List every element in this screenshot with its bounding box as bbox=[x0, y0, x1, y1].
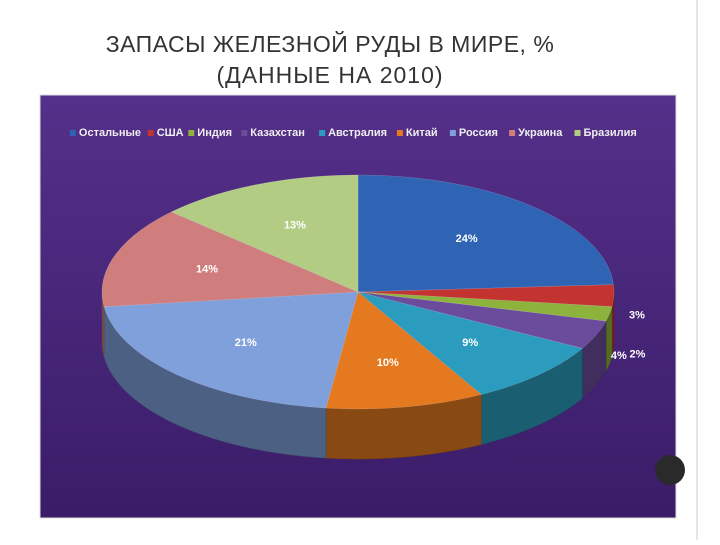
data-label: 4% bbox=[611, 350, 627, 362]
legend-label: Китай bbox=[406, 127, 438, 139]
slice bbox=[357, 291, 613, 322]
legend-label: Россия bbox=[459, 127, 498, 139]
plot: Остальные США Индия Казахстан Австралия Китай… bbox=[69, 127, 646, 460]
legend-swatch bbox=[188, 130, 195, 136]
slice-side bbox=[101, 291, 105, 357]
legend-label: США bbox=[157, 127, 184, 139]
slice bbox=[325, 291, 482, 410]
legend-label: Бразилия bbox=[584, 127, 637, 139]
slice bbox=[357, 284, 615, 307]
legend-swatch bbox=[147, 130, 154, 136]
slice bbox=[170, 174, 359, 293]
data-label: 9% bbox=[462, 337, 478, 349]
slide-decoration bbox=[655, 455, 685, 485]
legend-swatch bbox=[449, 130, 456, 136]
data-label: 10% bbox=[377, 357, 399, 369]
data-label: 14% bbox=[196, 263, 218, 275]
chart-subtitle: (ДАННЫЕ НА 2010) bbox=[216, 62, 443, 88]
legend-swatch bbox=[396, 130, 403, 136]
legend-label: Казахстан bbox=[250, 127, 305, 139]
legend-swatch bbox=[241, 130, 248, 136]
data-label: 2% bbox=[630, 348, 646, 360]
data-label: 3% bbox=[629, 310, 645, 322]
slice bbox=[357, 174, 614, 293]
legend-swatch bbox=[574, 130, 581, 136]
legend-swatch bbox=[69, 130, 76, 136]
data-label: 13% bbox=[284, 219, 306, 231]
data-label: 24% bbox=[456, 233, 478, 245]
slice bbox=[101, 211, 359, 307]
legend-swatch bbox=[509, 130, 516, 136]
legend-label: Австралия bbox=[328, 127, 387, 139]
data-label: 21% bbox=[235, 337, 257, 349]
legend-label: Индия bbox=[197, 127, 232, 139]
slice bbox=[357, 291, 607, 349]
chart-title: ЗАПАСЫ ЖЕЛЕЗНОЙ РУДЫ В МИРЕ, % bbox=[106, 30, 555, 57]
slice bbox=[357, 291, 583, 395]
slice bbox=[103, 291, 359, 409]
legend-swatch bbox=[319, 130, 326, 136]
legend-label: Остальные bbox=[79, 127, 141, 139]
legend-label: Украина bbox=[518, 127, 563, 139]
